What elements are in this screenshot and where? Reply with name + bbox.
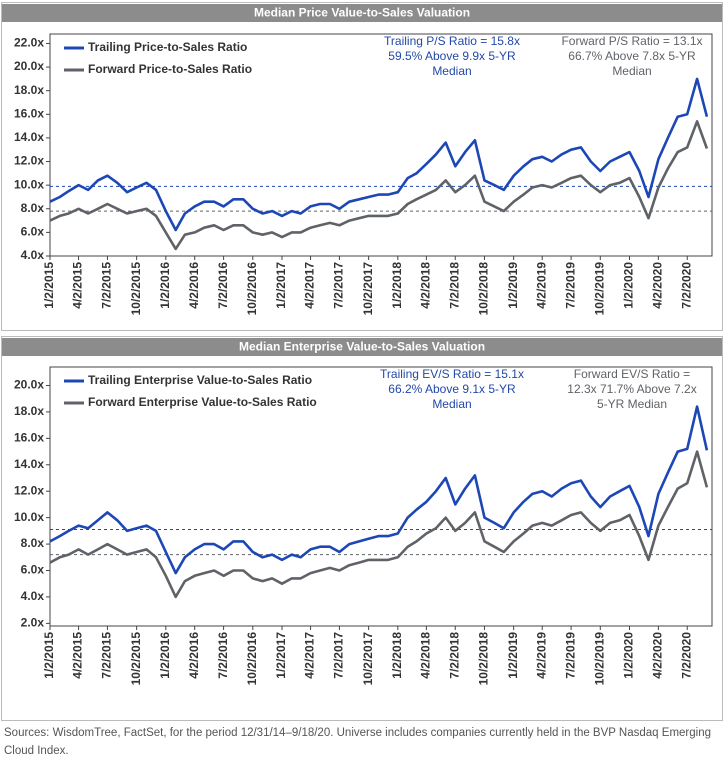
x-tick-label: 7/2/2019 <box>563 632 577 679</box>
x-tick-label: 10/2/2019 <box>592 632 606 686</box>
x-tick-label: 4/2/2020 <box>651 632 665 679</box>
series-line <box>49 77 709 232</box>
x-tick-label: 1/2/2015 <box>42 262 56 309</box>
annotation: Median <box>612 64 651 78</box>
annotation: Forward P/S Ratio = 13.1x <box>561 34 702 48</box>
x-tick-label: 1/2/2017 <box>274 262 288 309</box>
x-tick-label: 7/2/2020 <box>679 632 693 679</box>
x-tick-label: 7/2/2018 <box>447 632 461 679</box>
annotation: Median <box>432 397 471 411</box>
annotation: Forward EV/S Ratio = <box>574 367 690 381</box>
charts: Median Price Value-to-Sales Valuation 4.0… <box>1 2 723 721</box>
y-tick-label: 18.0x <box>14 83 44 97</box>
x-tick-label: 4/2/2016 <box>187 262 201 309</box>
x-tick-label: 4/2/2015 <box>71 262 85 309</box>
y-tick-label: 22.0x <box>14 36 44 50</box>
y-tick-label: 12.0x <box>14 154 44 168</box>
x-tick-label: 1/2/2017 <box>274 632 288 679</box>
panel-title: Median Enterprise Value-to-Sales Valuati… <box>239 340 485 354</box>
x-tick-label: 1/2/2019 <box>506 632 520 679</box>
x-tick-label: 10/2/2016 <box>245 262 259 316</box>
x-tick-label: 7/2/2016 <box>216 262 230 309</box>
y-tick-label: 10.0x <box>14 510 44 524</box>
y-tick-label: 14.0x <box>14 130 44 144</box>
series-line <box>49 120 709 251</box>
x-tick-label: 7/2/2016 <box>216 632 230 679</box>
x-tick-label: 7/2/2020 <box>679 262 693 309</box>
y-tick-label: 14.0x <box>14 457 44 471</box>
x-tick-label: 10/2/2019 <box>592 262 606 316</box>
x-tick-label: 1/2/2020 <box>622 632 636 679</box>
x-tick-label: 1/2/2015 <box>42 632 56 679</box>
y-tick-label: 20.0x <box>14 378 44 392</box>
x-tick-label: 10/2/2018 <box>477 262 491 316</box>
x-tick-label: 4/2/2018 <box>419 632 433 679</box>
x-tick-label: 7/2/2015 <box>100 262 114 309</box>
x-tick-label: 10/2/2017 <box>361 632 375 686</box>
annotation: 59.5% Above 9.9x 5-YR <box>388 49 516 63</box>
y-tick-label: 8.0x <box>21 536 45 550</box>
annotation: Trailing EV/S Ratio = 15.1x <box>380 367 524 381</box>
y-tick-label: 4.0x <box>21 589 45 603</box>
y-tick-label: 18.0x <box>14 404 44 418</box>
x-tick-label: 7/2/2018 <box>447 262 461 309</box>
x-tick-label: 1/2/2016 <box>158 262 172 309</box>
x-tick-label: 4/2/2019 <box>534 632 548 679</box>
x-tick-label: 4/2/2020 <box>651 262 665 309</box>
x-tick-label: 7/2/2017 <box>332 632 346 679</box>
x-tick-label: 4/2/2015 <box>71 632 85 679</box>
panel-border <box>1 2 723 331</box>
x-tick-label: 10/2/2016 <box>245 632 259 686</box>
x-tick-label: 10/2/2015 <box>129 632 143 686</box>
y-tick-label: 8.0x <box>21 201 45 215</box>
x-tick-label: 4/2/2017 <box>303 632 317 679</box>
series-line <box>49 405 709 575</box>
x-tick-label: 7/2/2017 <box>332 262 346 309</box>
x-tick-label: 1/2/2020 <box>622 262 636 309</box>
series-line <box>49 450 709 599</box>
x-tick-label: 4/2/2017 <box>303 262 317 309</box>
plot-area <box>49 366 713 627</box>
x-tick-label: 4/2/2018 <box>419 262 433 309</box>
annotation: 66.7% Above 7.8x 5-YR <box>568 49 696 63</box>
annotation: 5-YR Median <box>597 397 667 411</box>
y-tick-label: 16.0x <box>14 431 44 445</box>
source-note: Sources: WisdomTree, FactSet, for the pe… <box>4 727 711 757</box>
annotation: Trailing P/S Ratio = 15.8x <box>384 34 520 48</box>
x-tick-label: 10/2/2017 <box>361 262 375 316</box>
y-tick-label: 10.0x <box>14 177 44 191</box>
y-tick-label: 20.0x <box>14 59 44 73</box>
panel-header <box>2 338 722 356</box>
panel-title: Median Price Value-to-Sales Valuation <box>254 6 470 20</box>
panel-border <box>1 336 723 721</box>
legend-label: Forward Price-to-Sales Ratio <box>88 62 252 76</box>
legend-label: Forward Enterprise Value-to-Sales Ratio <box>88 395 317 409</box>
annotation: 66.2% Above 9.1x 5-YR <box>388 382 516 396</box>
y-tick-label: 4.0x <box>21 248 45 262</box>
x-tick-label: 4/2/2019 <box>534 262 548 309</box>
y-tick-label: 2.0x <box>21 616 45 630</box>
x-tick-label: 4/2/2016 <box>187 632 201 679</box>
x-tick-label: 10/2/2015 <box>129 262 143 316</box>
legend-label: Trailing Price-to-Sales Ratio <box>88 40 247 54</box>
x-tick-label: 7/2/2015 <box>100 632 114 679</box>
y-tick-label: 16.0x <box>14 106 44 120</box>
x-tick-label: 7/2/2019 <box>563 262 577 309</box>
x-tick-label: 1/2/2018 <box>390 632 404 679</box>
legend-label: Trailing Enterprise Value-to-Sales Ratio <box>88 373 312 387</box>
y-tick-label: 6.0x <box>21 563 45 577</box>
y-tick-label: 6.0x <box>21 225 45 239</box>
x-tick-label: 1/2/2016 <box>158 632 172 679</box>
panel-header <box>2 4 722 22</box>
plot-area <box>49 33 713 257</box>
annotation: Median <box>432 64 471 78</box>
y-tick-label: 12.0x <box>14 483 44 497</box>
x-tick-label: 1/2/2018 <box>390 262 404 309</box>
x-tick-label: 10/2/2018 <box>477 632 491 686</box>
x-tick-label: 1/2/2019 <box>506 262 520 309</box>
annotation: 12.3x 71.7% Above 7.2x <box>567 382 696 396</box>
